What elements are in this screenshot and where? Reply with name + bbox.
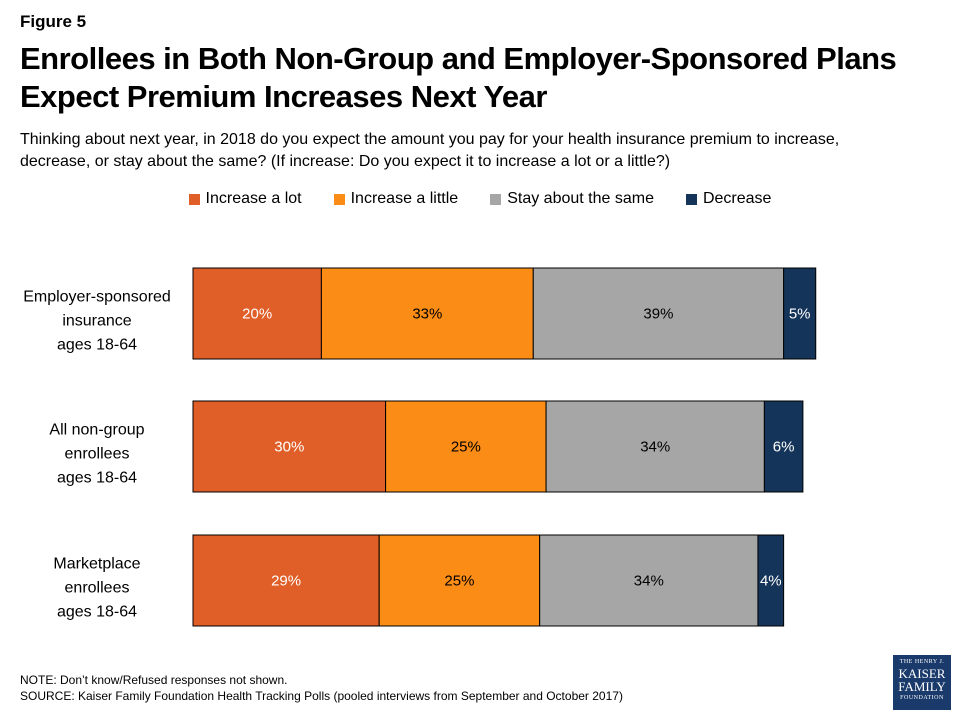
bar-group-2: Marketplace enrollees ages 18-64 29% 25% 34% 4… (53, 534, 785, 627)
note-line: NOTE: Don’t know/Refused responses not s… (20, 673, 288, 687)
bar-segment-increase-a-lot (192, 400, 387, 493)
logo-line-4: FOUNDATION (900, 695, 944, 701)
chart-legend: Increase a lot Increase a little Stay ab… (0, 190, 960, 208)
data-label: 34% (640, 439, 670, 456)
legend-label: Increase a lot (205, 190, 302, 207)
legend-label: Decrease (702, 190, 772, 207)
data-label: 6% (773, 439, 795, 456)
legend-item-decrease: Decrease (685, 190, 772, 208)
category-label: Employer-sponsored insurance ages 18-64 (23, 289, 171, 354)
bar-segment-stay-about-the-same (545, 400, 765, 493)
bar-group-0: Employer-sponsored insurance ages 18-64 20%… (23, 267, 817, 360)
bar-segment-stay-about-the-same (532, 267, 785, 360)
legend-item-increase-a-lot: Increase a lot (188, 190, 302, 208)
legend-item-stay-about-the-same: Stay about the same (490, 190, 654, 208)
legend-item-increase-a-little: Increase a little (333, 190, 459, 208)
chart-title-line-2: Expect Premium Increases Next Year (20, 79, 547, 114)
bar-segment-decrease (783, 267, 817, 360)
legend-swatch (685, 193, 697, 205)
logo-line-1: THE HENRY J. (899, 659, 945, 665)
data-label: 5% (789, 306, 811, 323)
legend-label: Increase a little (350, 190, 459, 207)
bar-segment-increase-a-lot (192, 267, 322, 360)
category-label: All non-group enrollees ages 18-64 (49, 422, 144, 487)
bar-segment-increase-a-little (320, 267, 534, 360)
chart-subtitle: Thinking about next year, in 2018 do you… (20, 129, 940, 173)
logo-line-3: FAMILY (898, 679, 946, 694)
bar-segment-decrease (757, 534, 785, 627)
data-label: 4% (760, 573, 782, 590)
chart-title: Enrollees in Both Non-Group and Employer… (20, 40, 940, 116)
data-label: 29% (271, 573, 301, 590)
figure-label: Figure 5 (20, 12, 87, 31)
legend-label: Stay about the same (507, 190, 654, 207)
data-label: 34% (634, 573, 664, 590)
source-line: SOURCE: Kaiser Family Foundation Health … (20, 689, 623, 703)
logo-line-2: KAISER (898, 666, 946, 681)
data-label: 20% (242, 306, 272, 323)
bar-segment-stay-about-the-same (539, 534, 759, 627)
data-label: 30% (274, 439, 304, 456)
bar-segment-increase-a-little (385, 400, 547, 493)
chart-notes: NOTE: Don’t know/Refused responses not s… (20, 672, 623, 704)
legend-swatch (490, 193, 502, 205)
data-label: 25% (451, 439, 481, 456)
chart-subtitle-line-1: Thinking about next year, in 2018 do you… (20, 131, 840, 148)
chart-title-line-1: Enrollees in Both Non-Group and Employer… (20, 41, 897, 76)
category-label: Marketplace enrollees ages 18-64 (53, 556, 140, 621)
legend-swatch (333, 193, 345, 205)
bar-segment-increase-a-little (378, 534, 541, 627)
bar-segment-increase-a-lot (192, 534, 380, 627)
data-label: 25% (444, 573, 474, 590)
legend-swatch (188, 193, 200, 205)
data-label: 39% (643, 306, 673, 323)
data-label: 33% (412, 306, 442, 323)
bar-group-1: All non-group enrollees ages 18-64 30% 25% 34… (49, 400, 804, 493)
kff-logo: THE HENRY J. KAISER FAMILY FOUNDATION (893, 655, 951, 710)
bar-segment-decrease (763, 400, 804, 493)
chart-subtitle-line-2: decrease, or stay about the same? (If in… (20, 153, 671, 170)
